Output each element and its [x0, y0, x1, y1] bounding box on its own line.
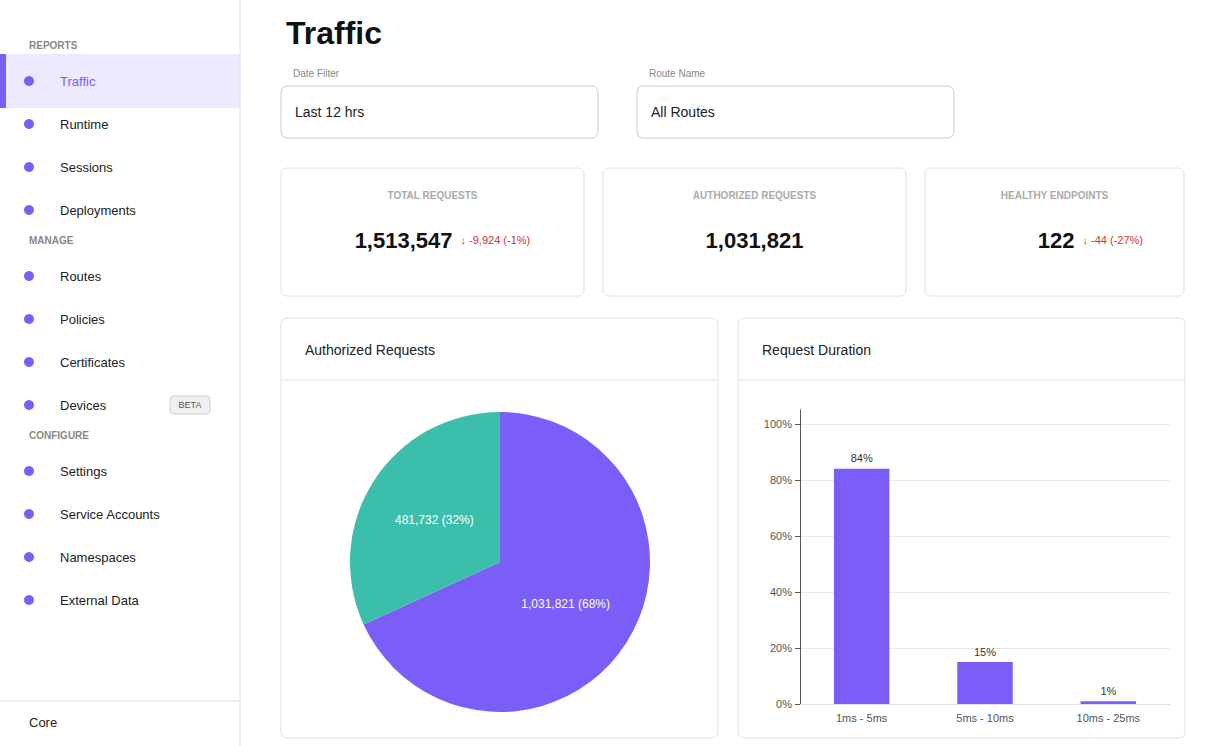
svg-text:Date Filter: Date Filter — [293, 68, 340, 79]
svg-text:Runtime: Runtime — [60, 117, 108, 132]
svg-text:TOTAL REQUESTS: TOTAL REQUESTS — [387, 190, 477, 201]
svg-text:MANAGE: MANAGE — [29, 235, 74, 246]
svg-text:Last 12 hrs: Last 12 hrs — [295, 104, 364, 120]
svg-text:Authorized Requests: Authorized Requests — [305, 342, 435, 358]
svg-text:Devices: Devices — [60, 398, 107, 413]
svg-text:5ms - 10ms: 5ms - 10ms — [956, 712, 1014, 724]
svg-text:All Routes: All Routes — [651, 104, 715, 120]
svg-text:↓ -44 (-27%): ↓ -44 (-27%) — [1083, 234, 1144, 246]
svg-text:10ms - 25ms: 10ms - 25ms — [1077, 712, 1141, 724]
svg-text:External Data: External Data — [60, 593, 140, 608]
svg-text:1ms - 5ms: 1ms - 5ms — [836, 712, 888, 724]
svg-text:1%: 1% — [1100, 685, 1116, 697]
svg-text:1,513,547: 1,513,547 — [355, 228, 453, 253]
svg-text:Policies: Policies — [60, 312, 105, 327]
svg-text:Request Duration: Request Duration — [762, 342, 871, 358]
svg-text:40%: 40% — [770, 586, 792, 598]
svg-text:Namespaces: Namespaces — [60, 550, 136, 565]
svg-text:Certificates: Certificates — [60, 355, 126, 370]
svg-text:100%: 100% — [764, 418, 792, 430]
svg-text:481,732 (32%): 481,732 (32%) — [395, 513, 474, 527]
svg-text:Traffic: Traffic — [286, 15, 382, 51]
svg-text:122: 122 — [1038, 228, 1075, 253]
svg-text:Traffic: Traffic — [60, 74, 96, 89]
svg-text:Service Accounts: Service Accounts — [60, 507, 160, 522]
svg-text:84%: 84% — [851, 452, 873, 464]
svg-text:BETA: BETA — [179, 400, 202, 410]
svg-text:CONFIGURE: CONFIGURE — [29, 430, 89, 441]
svg-text:Sessions: Sessions — [60, 160, 113, 175]
svg-text:80%: 80% — [770, 474, 792, 486]
svg-text:0%: 0% — [776, 698, 792, 710]
svg-text:1,031,821 (68%): 1,031,821 (68%) — [521, 597, 610, 611]
svg-text:Route Name: Route Name — [649, 68, 706, 79]
svg-text:REPORTS: REPORTS — [29, 40, 78, 51]
svg-text:15%: 15% — [974, 646, 996, 658]
svg-text:Core: Core — [29, 715, 57, 730]
svg-text:1,031,821: 1,031,821 — [706, 228, 804, 253]
svg-text:60%: 60% — [770, 530, 792, 542]
svg-text:AUTHORIZED REQUESTS: AUTHORIZED REQUESTS — [693, 190, 817, 201]
svg-text:Routes: Routes — [60, 269, 102, 284]
svg-text:HEALTHY ENDPOINTS: HEALTHY ENDPOINTS — [1001, 190, 1109, 201]
svg-text:Settings: Settings — [60, 464, 107, 479]
svg-text:Deployments: Deployments — [60, 203, 136, 218]
svg-text:↓ -9,924 (-1%): ↓ -9,924 (-1%) — [461, 234, 531, 246]
svg-text:20%: 20% — [770, 642, 792, 654]
